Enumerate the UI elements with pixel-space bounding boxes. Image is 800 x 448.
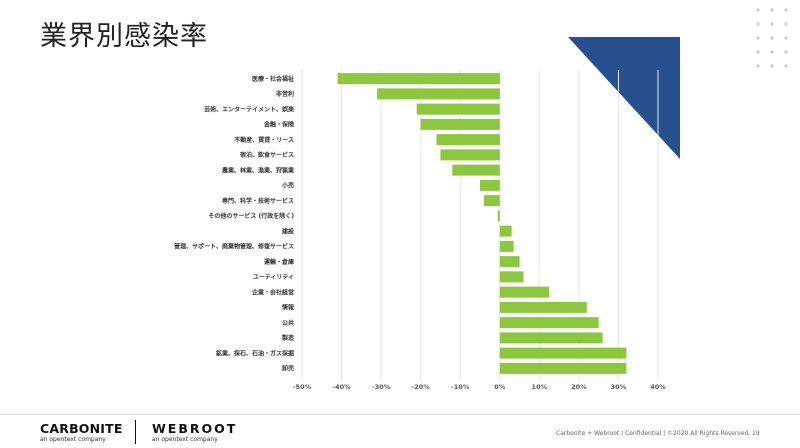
- category-label: 企業・会社経営: [251, 288, 294, 296]
- x-tick-label: -50%: [293, 383, 312, 391]
- bar: [499, 362, 627, 374]
- logo-separator: [135, 420, 136, 444]
- bar: [497, 210, 500, 222]
- triangle-shape: [568, 37, 680, 159]
- decor-dot: [784, 8, 788, 12]
- bar: [337, 73, 500, 85]
- decor-dot: [756, 50, 760, 54]
- bar: [499, 301, 587, 313]
- category-label: 金融・保険: [263, 121, 295, 129]
- x-tick-label: 0%: [494, 383, 506, 391]
- category-label: 製造: [281, 334, 294, 342]
- decor-dot: [770, 64, 774, 68]
- webroot-logo: WEBROOT: [152, 421, 238, 436]
- category-label: 不動産、賃貸・リース: [234, 136, 294, 144]
- category-label: 専門、科学・技術サービス: [222, 197, 294, 205]
- category-label: 芸術、エンターテイメント、娯楽: [204, 105, 295, 113]
- x-tick-label: 30%: [611, 383, 627, 391]
- bar: [483, 195, 500, 207]
- webroot-logo-subtitle: an opentext company: [152, 436, 218, 443]
- x-tick-label: -30%: [372, 383, 391, 391]
- page-title: 業界別感染率: [40, 21, 208, 52]
- category-label: 卸売: [282, 365, 294, 373]
- category-label: 農業、林業、漁業、狩猟業: [222, 166, 295, 174]
- x-tick-label: -40%: [332, 383, 351, 391]
- decor-dot: [770, 50, 774, 54]
- decor-dot: [784, 64, 788, 68]
- x-tick-label: 10%: [532, 383, 548, 391]
- bar: [499, 317, 599, 329]
- x-tick-label: 40%: [650, 383, 666, 391]
- bar: [499, 256, 520, 268]
- page-number: 19: [752, 430, 760, 437]
- bar: [480, 179, 500, 191]
- carbonite-logo-subtitle: an opentext company: [40, 436, 106, 443]
- bar: [499, 225, 512, 237]
- bar: [420, 118, 500, 130]
- bar: [499, 286, 550, 298]
- category-label: 医療・社会福祉: [252, 75, 294, 83]
- bar: [377, 88, 500, 100]
- decor-dot: [770, 8, 774, 12]
- category-label: 建設: [282, 227, 295, 235]
- x-tick-label: -10%: [451, 383, 470, 391]
- confidential-notice: Carbonite + Webroot | Confidential | ©20…: [556, 430, 751, 437]
- decor-dot: [784, 22, 788, 26]
- category-label: 情報: [282, 304, 295, 312]
- decor-dot: [756, 8, 760, 12]
- decor-dot: [756, 22, 760, 26]
- x-tick-label: 20%: [571, 383, 587, 391]
- decor-dot: [784, 36, 788, 40]
- bar: [440, 149, 500, 161]
- bar: [416, 103, 500, 115]
- bar: [436, 134, 500, 146]
- category-label: ユーティリティ: [253, 274, 294, 281]
- category-label: 鉱業、採石、石油・ガス採掘: [216, 349, 294, 357]
- bar: [499, 240, 514, 252]
- decor-dot: [756, 64, 760, 68]
- x-tick-label: -20%: [412, 383, 431, 391]
- category-label: 運輸・倉庫: [264, 258, 294, 266]
- category-label: 小売: [281, 182, 294, 190]
- decor-dot: [784, 50, 788, 54]
- decor-dot: [770, 22, 774, 26]
- bar: [499, 332, 603, 344]
- decorative-triangle: [568, 37, 680, 159]
- decorative-dot-grid: [756, 8, 788, 68]
- category-label: その他のサービス (行政を除く): [208, 212, 294, 220]
- bar: [452, 164, 500, 176]
- category-label: 非営利: [276, 90, 294, 98]
- decor-dot: [756, 36, 760, 40]
- category-label: 管理、サポート、廃棄物管理、修復サービス: [174, 243, 294, 251]
- bar: [499, 271, 524, 283]
- category-label: 公共: [282, 319, 294, 327]
- decor-dot: [770, 36, 774, 40]
- footer-divider: [0, 414, 800, 415]
- carbonite-logo: CARBONITE: [40, 421, 123, 436]
- bar: [499, 347, 627, 359]
- category-label: 宿泊、飲食サービス: [240, 151, 294, 159]
